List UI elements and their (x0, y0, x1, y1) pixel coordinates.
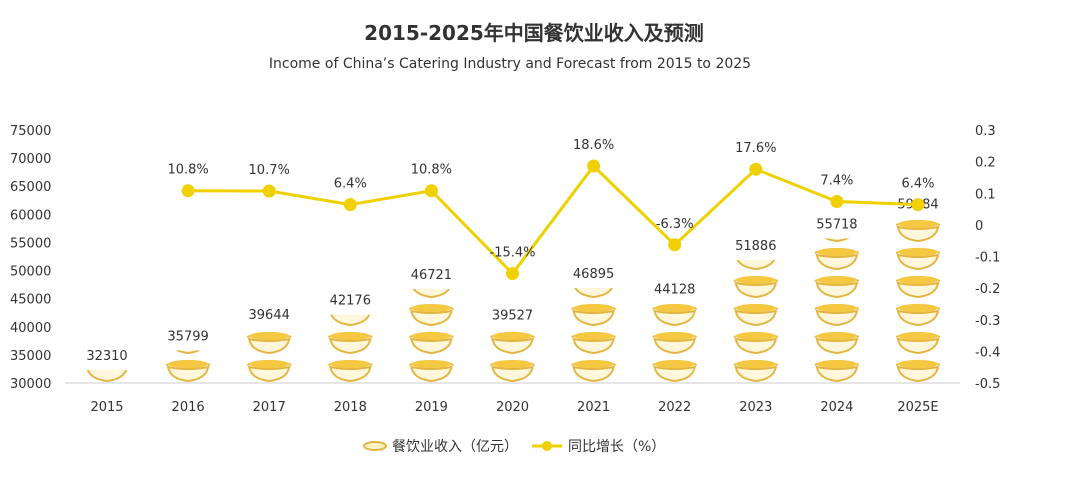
x-tick-label: 2025E (897, 400, 938, 415)
bar-value-label: 32310 (86, 349, 127, 364)
x-tick-label: 2020 (496, 400, 529, 415)
bar-pictograph (77, 370, 137, 383)
legend-item-income[interactable]: 餐饮业收入（亿元） (363, 439, 518, 455)
growth-point (506, 267, 519, 281)
y-left-tick-label: 35000 (10, 349, 51, 364)
y-right-tick-label: -0.1 (975, 251, 1000, 266)
growth-point (911, 198, 925, 212)
x-tick-label: 2024 (820, 400, 853, 415)
y-right-tick-label: 0 (975, 219, 983, 234)
growth-value-label: 6.4% (901, 177, 934, 192)
y-left-tick-label: 45000 (10, 293, 51, 308)
x-tick-label: 2018 (334, 400, 367, 415)
y-left-tick-label: 75000 (10, 124, 51, 139)
chart-subtitle: Income of China’s Catering Industry and … (269, 56, 751, 72)
growth-value-label: 7.4% (820, 173, 853, 188)
y-right-tick-label: -0.4 (975, 345, 1000, 360)
legend-label-growth: 同比增长（%） (568, 439, 665, 455)
growth-value-label: 6.4% (334, 177, 367, 192)
y-right-tick-label: 0.3 (975, 124, 996, 139)
y-left-tick-label: 40000 (10, 321, 51, 336)
y-left-tick-label: 70000 (10, 152, 51, 167)
legend-label-income: 餐饮业收入（亿元） (392, 439, 518, 455)
bar-value-label: 44128 (654, 283, 695, 298)
bar-pictograph (401, 288, 462, 383)
y-left-tick-label: 60000 (10, 208, 51, 223)
legend-item-growth[interactable]: 同比增长（%） (532, 439, 665, 455)
growth-value-label: 10.8% (411, 163, 452, 178)
legend-bowl-icon (363, 441, 387, 451)
bar-pictograph (563, 288, 624, 383)
growth-point (587, 159, 601, 173)
y-right-tick-label: -0.5 (975, 377, 1000, 392)
legend: 餐饮业收入（亿元） 同比增长（%） (363, 439, 665, 455)
x-tick-label: 2017 (253, 400, 286, 415)
legend-dot-icon (542, 441, 552, 451)
x-tick-label: 2015 (90, 400, 123, 415)
chart-title: 2015-2025年中国餐饮业收入及预测 (364, 21, 704, 45)
bar-pictograph (806, 238, 867, 383)
growth-point (262, 184, 276, 198)
y-left-tick-label: 50000 (10, 265, 51, 280)
y-right-tick-label: 0.2 (975, 156, 996, 171)
growth-value-label: 10.7% (249, 163, 290, 178)
bar-pictograph (482, 329, 543, 383)
bar-value-label: 35799 (167, 329, 208, 344)
growth-point (668, 238, 682, 252)
growth-value-label: -6.3% (656, 217, 694, 232)
y-right-tick-label: -0.3 (975, 314, 1000, 329)
y-right-tick-label: -0.2 (975, 282, 1000, 297)
bar-pictograph (158, 350, 219, 383)
x-tick-label: 2023 (739, 400, 772, 415)
y-right-tick-label: 0.1 (975, 187, 996, 202)
x-tick-label: 2019 (415, 400, 448, 415)
y-left-tick-label: 30000 (10, 377, 51, 392)
x-tick-label: 2022 (658, 400, 691, 415)
bar-pictograph (725, 259, 786, 383)
x-tick-label: 2021 (577, 400, 610, 415)
bar-value-label: 39644 (249, 308, 290, 323)
growth-point (343, 198, 357, 212)
bar-value-label: 42176 (330, 294, 371, 309)
bar-value-label: 46895 (573, 267, 614, 282)
growth-value-label: 18.6% (573, 138, 614, 153)
growth-point (424, 184, 438, 198)
bar-value-label: 46721 (411, 268, 452, 283)
growth-line (188, 163, 919, 276)
bar-pictograph (644, 303, 705, 383)
bar-pictograph (320, 314, 381, 383)
bar-value-label: 39527 (492, 308, 533, 323)
y-left-tick-label: 65000 (10, 180, 51, 195)
growth-value-label: -15.4% (490, 246, 536, 261)
growth-value-label: 10.8% (167, 163, 208, 178)
y-left-tick-label: 55000 (10, 236, 51, 251)
growth-value-label: 17.6% (735, 141, 776, 156)
bar-value-label: 55718 (816, 217, 857, 232)
bar-value-label: 51886 (735, 239, 776, 254)
x-tick-label: 2016 (172, 400, 205, 415)
growth-point (830, 194, 844, 208)
growth-point (181, 184, 195, 198)
bar-pictograph (239, 328, 300, 383)
bar-pictograph (888, 218, 948, 383)
growth-point (749, 162, 763, 176)
